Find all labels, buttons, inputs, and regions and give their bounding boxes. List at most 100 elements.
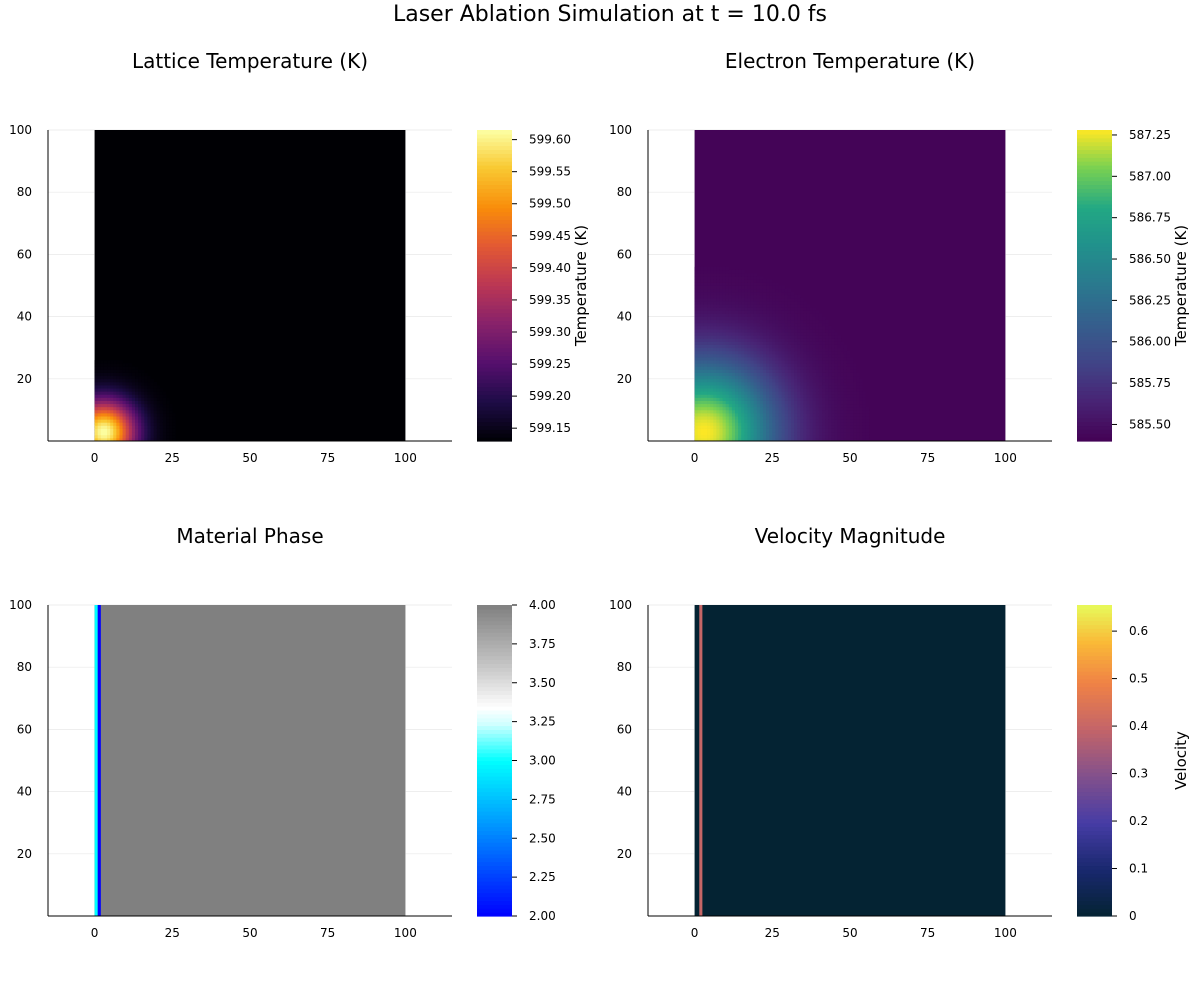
colorbar-segment [477, 402, 512, 407]
heatmap-cell [831, 425, 835, 429]
heatmap-cell [756, 282, 761, 286]
heatmap-cell [728, 322, 733, 327]
heatmap-cell [772, 316, 776, 321]
heatmap-cell [812, 313, 817, 317]
colorbar-segment [1077, 729, 1112, 734]
heatmap-cell [125, 409, 130, 414]
heatmap-cell [716, 325, 720, 330]
heatmap-cell [738, 419, 742, 423]
heatmap-cell [822, 437, 826, 442]
heatmap-cell [707, 437, 711, 442]
heatmap [94, 130, 406, 442]
colorbar: 599.15599.20599.25599.30599.35599.40599.… [477, 130, 590, 442]
heatmap-cell [772, 360, 776, 364]
colorbar-segment [477, 620, 512, 626]
heatmap-cell [750, 301, 755, 305]
heatmap-cell [840, 406, 845, 411]
heatmap-cell [150, 409, 155, 414]
heatmap-cell [110, 403, 114, 408]
heatmap-cell [116, 360, 120, 364]
heatmap-cell [703, 335, 708, 339]
heatmap-cell [794, 419, 798, 423]
heatmap-cell [731, 375, 736, 380]
heatmap-cell [744, 366, 748, 370]
colorbar-segment [477, 667, 512, 672]
heatmap-cell [800, 388, 804, 392]
heatmap-cell [100, 381, 105, 386]
heatmap-cell [840, 341, 845, 345]
heatmap-cell [781, 409, 786, 414]
heatmap-cell [769, 316, 773, 321]
heatmap-cell [728, 381, 733, 386]
heatmap-cell [815, 381, 820, 386]
heatmap-cell [769, 375, 773, 380]
heatmap-cell [131, 406, 136, 411]
heatmap-cell [735, 350, 739, 355]
heatmap-cell [703, 347, 708, 352]
heatmap-cell [710, 409, 714, 414]
heatmap-cell [846, 394, 851, 398]
heatmap-cell [797, 335, 801, 339]
heatmap-cell [159, 425, 164, 429]
colorbar-segment [1077, 756, 1112, 762]
colorbar-segment [477, 293, 512, 298]
heatmap-cell [700, 400, 705, 405]
heatmap-cell [731, 434, 736, 439]
heatmap-cell [722, 416, 727, 420]
heatmap-cell [806, 322, 810, 327]
heatmap-cell [794, 307, 798, 311]
heatmap-cell [797, 413, 801, 417]
heatmap-cell [107, 406, 111, 411]
heatmap-cell [747, 291, 751, 296]
heatmap-cell [153, 425, 158, 429]
heatmap-cell [772, 431, 776, 436]
heatmap-cell [725, 363, 730, 367]
heatmap-cell [790, 406, 795, 411]
colorbar-segment [477, 605, 512, 610]
heatmap-cell [713, 266, 717, 271]
heatmap-cell [716, 409, 720, 414]
heatmap-cell [100, 416, 105, 420]
heatmap-cell [825, 347, 829, 352]
heatmap-cell [125, 391, 130, 395]
heatmap-cell [784, 422, 789, 426]
heatmap-cell [828, 381, 832, 386]
heatmap-cell [800, 416, 804, 420]
heatmap-cell [797, 419, 801, 423]
heatmap-cell [694, 369, 699, 373]
heatmap-cell [100, 428, 105, 433]
colorbar-segment [477, 702, 512, 707]
heatmap-cell [97, 378, 102, 383]
heatmap-cell [769, 294, 773, 299]
heatmap-cell [762, 369, 767, 373]
heatmap-cell [122, 394, 127, 398]
heatmap-cell [769, 325, 773, 330]
heatmap-cell [169, 425, 173, 429]
heatmap-cell [107, 428, 111, 433]
heatmap-cell [700, 378, 705, 383]
heatmap-cell [753, 350, 758, 355]
heatmap-cell [803, 329, 807, 333]
heatmap-cell [135, 375, 139, 380]
heatmap-cell [772, 335, 776, 339]
heatmap-cell [128, 388, 133, 392]
heatmap-cell [107, 391, 111, 395]
heatmap-cell [728, 297, 733, 302]
heatmap-cell [837, 338, 842, 342]
heatmap-cell [125, 388, 130, 392]
heatmap-cell [812, 403, 817, 408]
heatmap-cell [778, 434, 783, 439]
heatmap-cell [710, 332, 714, 336]
heatmap-cell [735, 294, 739, 299]
heatmap-cell [775, 431, 779, 436]
heatmap-cell [147, 409, 151, 414]
heatmap-cell [113, 385, 117, 389]
heatmap-cell [822, 400, 826, 405]
heatmap-cell [703, 279, 708, 283]
heatmap-cell [703, 332, 708, 336]
heatmap-cell [766, 369, 770, 373]
heatmap-cell [800, 425, 804, 429]
heatmap-cell [853, 375, 857, 380]
heatmap-cell [716, 437, 720, 442]
heatmap-cell [756, 372, 761, 377]
